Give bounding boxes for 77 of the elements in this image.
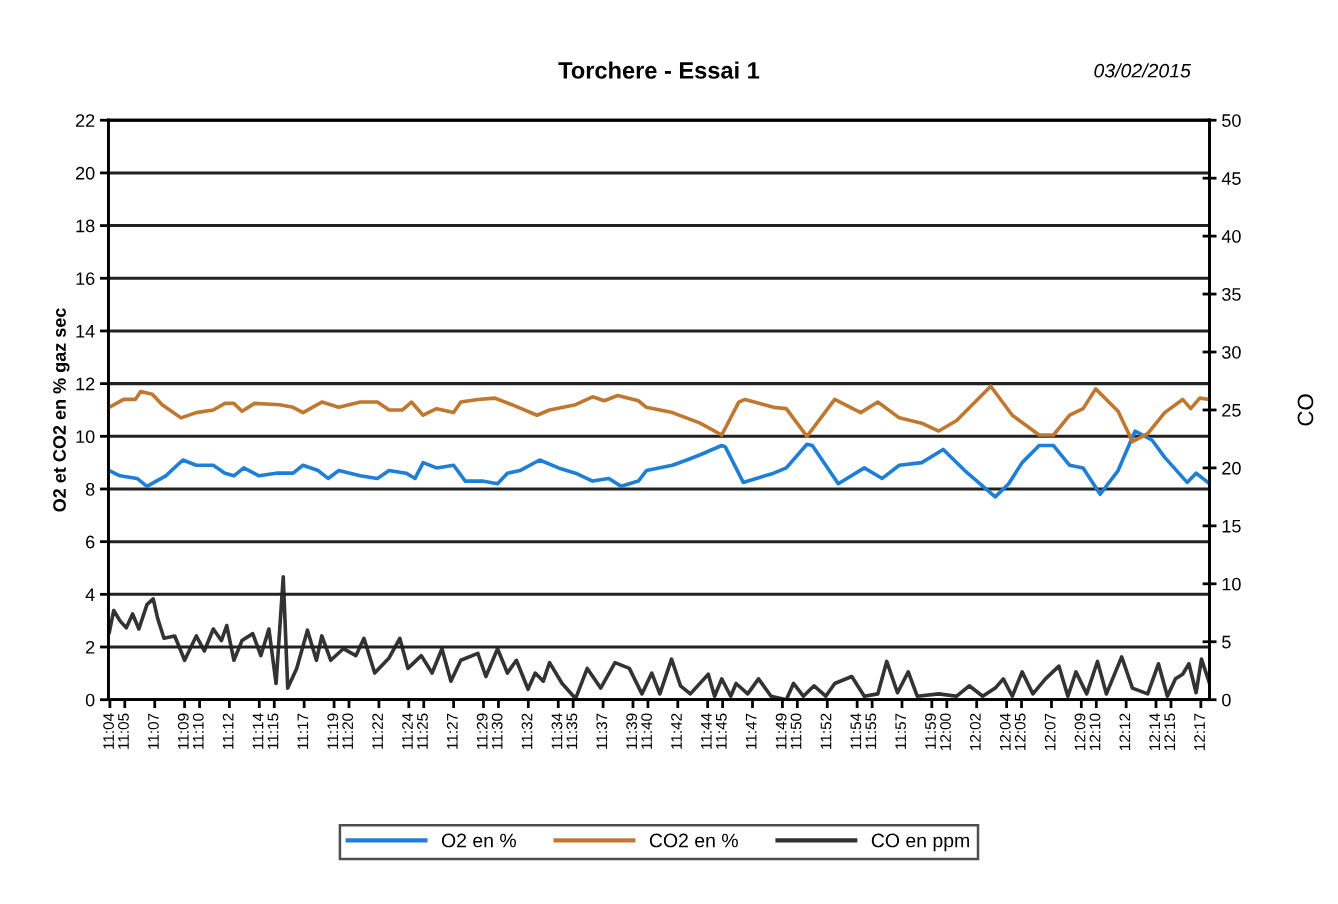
y2-tick-label: 35 [1222, 288, 1241, 301]
x-tick-label: 12:15 [1164, 713, 1176, 750]
y2-tick-label: 10 [1222, 577, 1241, 591]
x-tick-label: 11:57 [895, 713, 907, 749]
x-tick-label: 11:07 [148, 713, 159, 749]
x-tick-label: 11:10 [192, 713, 204, 749]
y2-tick-label: 15 [1222, 519, 1241, 533]
x-tick-label: 11:59 [925, 713, 936, 749]
legend-label: O2 en % [441, 833, 516, 848]
x-tick-label: 12:04 [999, 713, 1011, 750]
text: 03/02/2015 [1094, 63, 1191, 78]
x-tick-label: 11:55 [865, 713, 877, 749]
x-tick-label: 11:24 [402, 713, 413, 749]
x-tick-label: 11:37 [596, 713, 608, 749]
y-tick-label: 12 [76, 377, 95, 391]
x-tick-label: 11:39 [626, 713, 638, 749]
x-tick-label: 11:30 [491, 713, 503, 749]
x-tick-label: 11:50 [790, 713, 802, 749]
x-tick-label: 12:02 [969, 713, 981, 750]
y2-tick-label: 40 [1221, 230, 1241, 243]
x-tick-label: 11:12 [222, 713, 234, 749]
x-tick-label: 11:17 [297, 713, 309, 749]
x-tick-label: 11:49 [775, 713, 787, 749]
x-tick-label: 11:29 [476, 713, 488, 749]
y-tick-label: 22 [76, 114, 95, 127]
x-tick-label: 11:42 [671, 713, 682, 749]
x-tick-label: 11:32 [521, 713, 533, 749]
x-tick-label: 11:45 [716, 713, 727, 749]
y2-tick-label: 45 [1221, 172, 1241, 185]
y-tick-label: 14 [76, 325, 95, 338]
y-tick-label: 6 [86, 535, 95, 549]
x-tick-label: 11:40 [641, 713, 653, 749]
line-series [108, 384, 1210, 444]
legend-label: CO2 en % [649, 833, 738, 848]
y2-tick-label: 20 [1222, 461, 1241, 475]
x-tick-label: 11:47 [745, 713, 757, 749]
x-tick-label: 12:05 [1014, 713, 1026, 750]
y2-tick-label: 50 [1222, 114, 1241, 127]
y-axis-title: O2 et CO2 en % gaz sec [53, 308, 70, 512]
x-tick-label: 12:09 [1074, 713, 1086, 750]
y-tick-label: 2 [86, 640, 95, 654]
x-tick-label: 12:10 [1089, 713, 1101, 750]
x-tick-label: 11:54 [850, 713, 862, 749]
y-tick-label: 20 [76, 166, 95, 180]
line-series [108, 429, 1210, 499]
x-tick-label: 11:22 [372, 713, 383, 749]
chart-title: Torchere - Essai 1 [558, 61, 760, 79]
x-tick-label: 11:14 [252, 713, 264, 749]
y-tick-label: 8 [85, 482, 95, 496]
y2-tick-label: 5 [1222, 635, 1231, 649]
y2-tick-label: 25 [1222, 403, 1241, 417]
x-tick-label: 11:09 [177, 713, 189, 749]
y-tick-label: 16 [76, 272, 95, 285]
x-tick-label: 11:04 [103, 713, 114, 749]
x-tick-label: 12:00 [940, 713, 951, 750]
x-tick-label: 11:44 [701, 713, 712, 749]
x-tick-label: 11:34 [551, 713, 563, 749]
y2-axis-title: CO [1297, 394, 1314, 426]
y-tick-label: 10 [76, 430, 95, 444]
y2-tick-label: 0 [1222, 693, 1231, 707]
x-tick-label: 12:12 [1119, 713, 1131, 750]
x-tick-label: 11:35 [566, 713, 578, 749]
x-tick-label: 11:20 [342, 713, 354, 749]
x-tick-label: 12:17 [1194, 713, 1205, 750]
y-tick-label: 4 [85, 588, 95, 601]
x-tick-label: 11:27 [446, 713, 458, 749]
x-tick-label: 11:05 [118, 713, 129, 749]
y-tick-label: 0 [85, 693, 95, 707]
x-tick-label: 11:15 [267, 713, 279, 749]
x-tick-label: 11:52 [820, 713, 832, 749]
x-tick-label: 11:25 [417, 713, 428, 749]
y2-tick-label: 30 [1222, 345, 1241, 359]
x-tick-label: 12:07 [1044, 713, 1056, 750]
x-tick-label: 12:14 [1149, 713, 1160, 750]
legend-label: CO en ppm [871, 833, 969, 852]
x-tick-label: 11:19 [327, 713, 339, 749]
y-tick-label: 18 [76, 219, 95, 233]
